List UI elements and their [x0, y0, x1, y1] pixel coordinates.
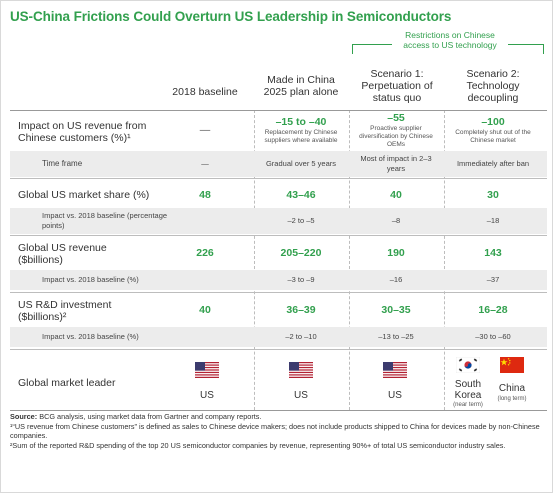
rnd-baseline: 40 [199, 304, 211, 316]
row-label-leader: Global market leader [18, 377, 116, 389]
row-label-rnd-impact: Impact vs. 2018 baseline (%) [42, 332, 139, 341]
rnd-impact-row-bg [10, 327, 547, 347]
leader-scenario2-china-tag: (long term) [497, 396, 527, 402]
revenue-impact-made-in-china: –3 to –9 [287, 275, 315, 284]
leader-baseline: US [200, 390, 214, 401]
revenue-scenario1: 190 [387, 247, 405, 259]
timeframe-made-in-china: Gradual over 5 years [265, 159, 337, 168]
col-header-made-in-china: Made in China 2025 plan alone [263, 74, 339, 98]
row-label-share-impact: Impact vs. 2018 baseline (percentage poi… [42, 211, 168, 230]
rnd-scenario2: 16–28 [478, 304, 508, 316]
impact-baseline: — [199, 124, 211, 136]
impact-made-in-china-note: Replacement by Chinese suppliers where a… [264, 129, 338, 144]
leader-scenario1: US [388, 390, 402, 401]
footnotes: Source: BCG analysis, using market data … [10, 412, 545, 450]
timeframe-scenario1: Most of impact in 2–3 years [360, 154, 432, 173]
leader-scenario2-south-korea-tag: (near term) [453, 402, 483, 408]
impact-scenario1-note: Proactive supplier diversification by Ch… [359, 125, 433, 148]
row-label-revenue-impact: Impact vs. 2018 baseline (%) [42, 275, 139, 284]
col-header-scenario1: Scenario 1: Perpetuation of status quo [361, 68, 433, 104]
row-label-revenue: Global US revenue ($billions) [18, 242, 107, 266]
row-label-timeframe: Time frame [42, 159, 83, 168]
rnd-impact-scenario1: –13 to –25 [378, 332, 414, 341]
footer-rule [10, 410, 547, 411]
timeframe-row-bg [10, 151, 547, 177]
source-line: Source: BCG analysis, using market data … [10, 412, 545, 422]
us-flag-icon [383, 362, 407, 378]
leader-scenario2-china: China [498, 383, 526, 394]
row-divider [10, 178, 547, 179]
row-label-market-share: Global US market share (%) [18, 189, 150, 201]
header-rule [10, 110, 547, 111]
row-divider [10, 235, 547, 236]
us-flag-icon [289, 362, 313, 378]
column-divider [444, 110, 445, 410]
share-baseline: 48 [199, 189, 211, 201]
south-korea-flag-icon [456, 357, 480, 373]
leader-made-in-china: US [294, 390, 308, 401]
source-text: BCG analysis, using market data from Gar… [39, 412, 262, 421]
revenue-made-in-china: 205–220 [280, 247, 322, 259]
rnd-impact-made-in-china: –2 to –10 [285, 332, 317, 341]
us-flag-icon [195, 362, 219, 378]
col-header-scenario2: Scenario 2: Technology decoupling [466, 68, 520, 104]
impact-scenario2: –100 [481, 116, 505, 128]
row-label-rnd: US R&D investment ($billions)² [18, 299, 112, 323]
impact-made-in-china: –15 to –40 [275, 116, 327, 128]
share-scenario1: 40 [390, 189, 402, 201]
impact-scenario2-note: Completely shut out of the Chinese marke… [455, 129, 531, 144]
row-divider [10, 292, 547, 293]
row-divider [10, 349, 547, 350]
row-label-impact: Impact on US revenue from Chinese custom… [18, 120, 147, 144]
share-impact-scenario2: –18 [486, 216, 500, 225]
share-made-in-china: 43–46 [286, 189, 316, 201]
share-impact-made-in-china: –2 to –5 [287, 216, 315, 225]
bracket-note: Restrictions on Chinese access to US tec… [392, 30, 508, 50]
footnote-2: ²Sum of the reported R&D spending of the… [10, 440, 506, 450]
revenue-baseline: 226 [196, 247, 214, 259]
share-impact-row-bg [10, 208, 547, 234]
rnd-impact-scenario2: –30 to –60 [475, 332, 511, 341]
share-scenario2: 30 [487, 189, 499, 201]
share-impact-scenario1: –8 [391, 216, 401, 225]
footnote-1: ¹“US revenue from Chinese customers” is … [10, 421, 540, 441]
timeframe-scenario2: Immediately after ban [456, 159, 530, 168]
page-title: US-China Frictions Could Overturn US Lea… [10, 9, 452, 24]
revenue-impact-scenario1: –16 [389, 275, 403, 284]
column-divider [349, 110, 350, 410]
rnd-made-in-china: 36–39 [286, 304, 316, 316]
impact-scenario1: –55 [387, 112, 405, 124]
rnd-scenario1: 30–35 [381, 304, 411, 316]
column-divider [254, 110, 255, 410]
col-header-baseline: 2018 baseline [172, 86, 238, 98]
revenue-scenario2: 143 [484, 247, 502, 259]
china-flag-icon [500, 357, 524, 373]
revenue-impact-row-bg [10, 270, 547, 290]
timeframe-baseline: — [201, 159, 209, 168]
leader-scenario2-south-korea: South Korea [454, 379, 482, 401]
revenue-impact-scenario2: –37 [486, 275, 500, 284]
source-label: Source: [10, 412, 38, 421]
